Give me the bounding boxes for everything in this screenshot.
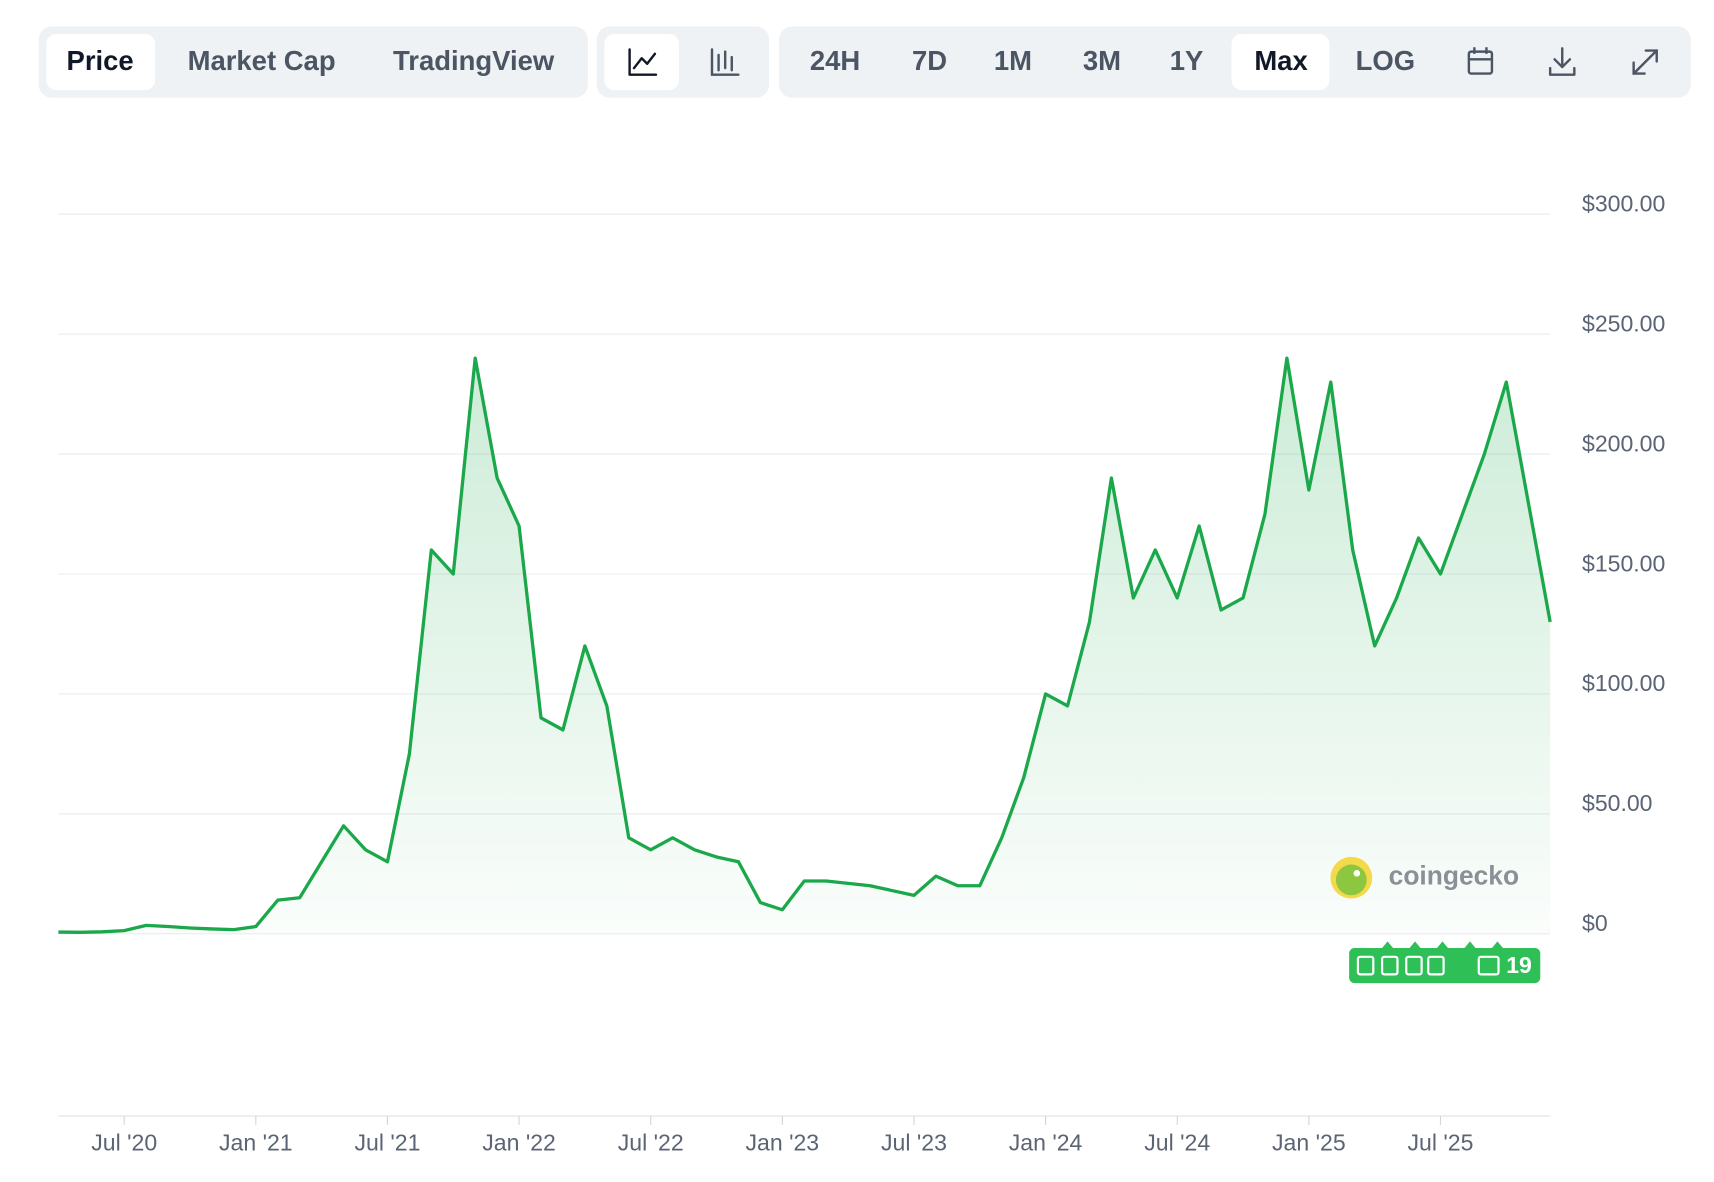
x-tick-label: Jul '25 (1408, 1130, 1474, 1156)
y-tick-label: $200.00 (1582, 430, 1665, 456)
y-tick-label: $50.00 (1582, 790, 1653, 816)
download-icon[interactable] (1548, 47, 1576, 76)
line-chart-icon[interactable] (628, 48, 658, 76)
active-chart-type (604, 34, 680, 91)
active-view (46, 34, 156, 91)
range-button[interactable]: 1Y (1170, 45, 1204, 76)
y-tick-label: $100.00 (1582, 670, 1665, 696)
x-tick-label: Jul '22 (618, 1130, 684, 1156)
range-button[interactable]: 1M (994, 45, 1032, 76)
view-button[interactable]: Price (67, 45, 134, 76)
news-count: 19 (1506, 952, 1532, 978)
range-button[interactable]: 24H (810, 45, 860, 76)
y-tick-label: $0 (1582, 910, 1608, 936)
x-tick-label: Jan '25 (1272, 1130, 1346, 1156)
x-tick-label: Jan '23 (746, 1130, 820, 1156)
y-tick-label: $150.00 (1582, 550, 1665, 576)
x-tick-label: Jul '21 (354, 1130, 420, 1156)
watermark-text: coingecko (1389, 861, 1519, 891)
range-button[interactable]: Max (1254, 45, 1308, 76)
x-tick-label: Jan '22 (482, 1130, 556, 1156)
news-badge[interactable]: 19 (1349, 941, 1541, 984)
x-tick-label: Jan '24 (1009, 1130, 1083, 1156)
range-button[interactable]: LOG (1356, 45, 1415, 76)
y-tick-label: $300.00 (1582, 191, 1665, 217)
x-tick-label: Jul '24 (1144, 1130, 1210, 1156)
x-tick-label: Jul '20 (91, 1130, 157, 1156)
view-button[interactable]: Market Cap (188, 45, 336, 76)
view-button[interactable]: TradingView (393, 45, 555, 76)
price-line (58, 356, 1552, 934)
range-button[interactable]: 3M (1083, 45, 1121, 76)
calendar-icon[interactable] (1467, 47, 1494, 75)
range-button[interactable]: 7D (912, 45, 947, 76)
x-tick-label: Jan '21 (219, 1130, 293, 1156)
x-tick-label: Jul '23 (881, 1130, 947, 1156)
fullscreen-icon[interactable] (1632, 49, 1658, 75)
watermark: coingecko (1330, 856, 1519, 899)
area-fill (58, 358, 1551, 934)
active-range (1231, 34, 1330, 91)
y-tick-label: $250.00 (1582, 310, 1665, 336)
candlestick-icon[interactable] (710, 48, 740, 76)
view-group (38, 26, 588, 98)
